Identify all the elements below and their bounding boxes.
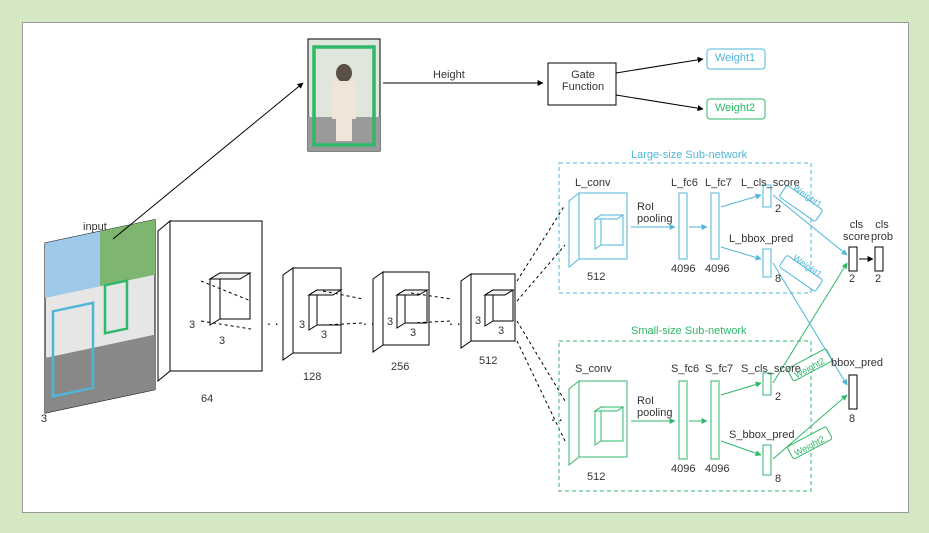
c64-label: 64 [201,393,213,405]
lconv-label: L_conv [575,177,610,189]
lfc7-label: L_fc7 [705,177,732,189]
cls-prob-n: 2 [875,273,881,285]
c256-label: 256 [391,361,409,373]
large-title: Large-size Sub-network [631,149,747,161]
lbbox-label: L_bbox_pred [729,233,793,245]
svg-text:. .: . . [551,408,563,424]
lfc6-n: 4096 [671,263,695,275]
lbbox-n: 8 [775,273,781,285]
small-title: Small-size Sub-network [631,325,747,337]
input-label: input [83,221,107,233]
sfc7-n: 4096 [705,463,729,475]
k3-2a: 3 [299,319,305,331]
sfc7-label: S_fc7 [705,363,733,375]
cls-score-label: cls score [843,219,870,243]
sbbox-label: S_bbox_pred [729,429,794,441]
c128-label: 128 [303,371,321,383]
sfc6-label: S_fc6 [671,363,699,375]
diagram-canvas: . . . . . . . [22,22,909,513]
input-channels: 3 [41,413,47,425]
bbox-pred-label: bbox_pred [831,357,883,369]
k3-4a: 3 [475,315,481,327]
weight1-top: Weight1 [715,52,755,64]
sconv-n: 512 [587,471,605,483]
lcls-label: L_cls_score [741,177,800,189]
scls-n: 2 [775,391,781,403]
sbbox-n: 8 [775,473,781,485]
lfc7-n: 4096 [705,263,729,275]
k3-1b: 3 [219,335,225,347]
k3-4b: 3 [498,325,504,337]
l-roi: RoI pooling [637,201,672,225]
weight2-top: Weight2 [715,102,755,114]
k3-3b: 3 [410,327,416,339]
s-roi: RoI pooling [637,395,672,419]
gate-box-text: Gate Function [557,69,609,93]
lcls-n: 2 [775,203,781,215]
lfc6-label: L_fc6 [671,177,698,189]
sfc6-n: 4096 [671,463,695,475]
bbox-pred-n: 8 [849,413,855,425]
k3-1a: 3 [189,319,195,331]
k3-3a: 3 [387,316,393,328]
scls-label: S_cls_score [741,363,801,375]
cls-score-n: 2 [849,273,855,285]
svg-text:. .: . . [449,312,461,328]
height-label: Height [433,69,465,81]
cls-prob-label: cls prob [871,219,893,243]
lconv-n: 512 [587,271,605,283]
svg-text:. .: . . [267,312,279,328]
k3-2b: 3 [321,329,327,341]
c512-label: 512 [479,355,497,367]
sconv-label: S_conv [575,363,612,375]
